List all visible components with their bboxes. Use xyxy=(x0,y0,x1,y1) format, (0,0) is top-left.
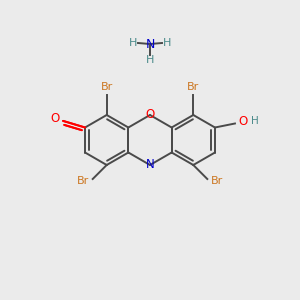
Text: N: N xyxy=(145,38,155,50)
Text: H: H xyxy=(129,38,137,48)
Text: Br: Br xyxy=(100,82,113,92)
Text: Br: Br xyxy=(211,176,224,186)
Text: Br: Br xyxy=(76,176,89,186)
Text: H: H xyxy=(163,38,171,48)
Text: O: O xyxy=(146,109,154,122)
Text: O: O xyxy=(50,112,60,125)
Text: H: H xyxy=(251,116,259,127)
Text: O: O xyxy=(238,115,248,128)
Text: Br: Br xyxy=(187,82,200,92)
Text: N: N xyxy=(146,158,154,172)
Text: H: H xyxy=(146,55,154,65)
